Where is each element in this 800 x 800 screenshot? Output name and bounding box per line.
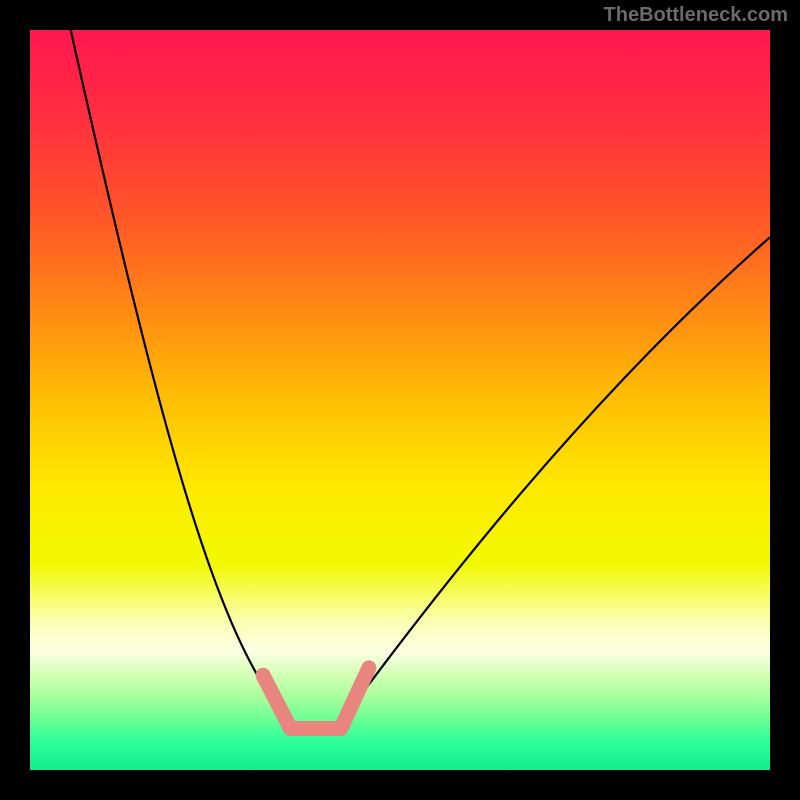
watermark-text: TheBottleneck.com: [604, 4, 788, 27]
plot-area: [30, 30, 770, 770]
gradient-background: [30, 30, 770, 770]
plot-svg: [30, 30, 770, 770]
